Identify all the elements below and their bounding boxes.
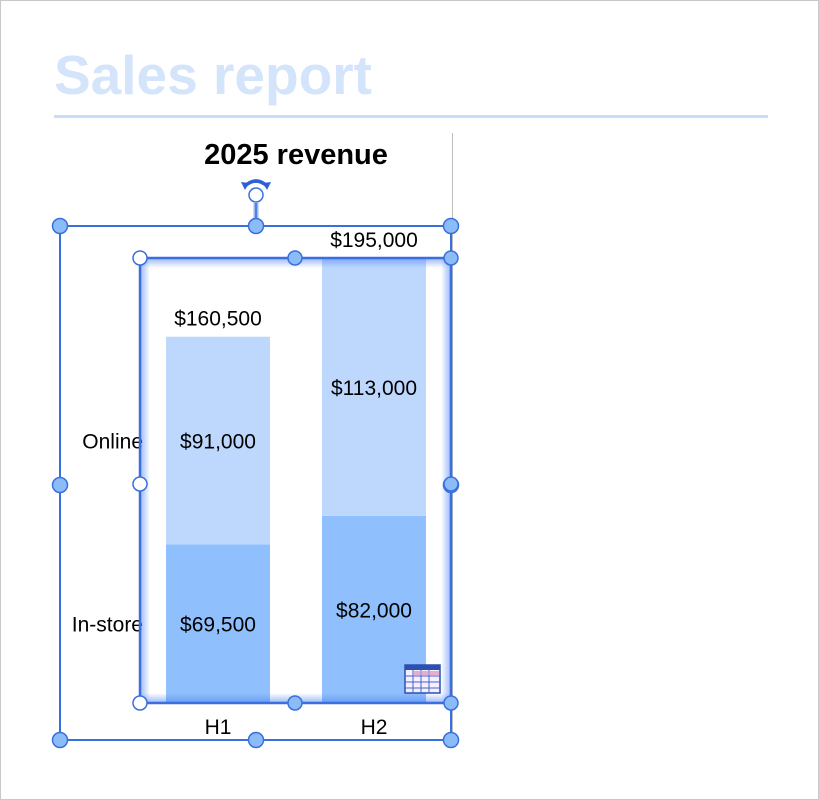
bar-in-store-h1[interactable] [166,544,270,703]
plot-area-resize-handle[interactable] [443,476,459,492]
plot-area-resize-handle[interactable] [287,250,303,266]
data-label-in-store-h2: $82,000 [336,599,412,622]
plot-area-resize-handle[interactable] [443,695,459,711]
column-guide-line [452,133,453,739]
chart-resize-handle[interactable] [247,731,265,749]
chart-title: 2025 revenue [204,139,388,171]
total-label-h2: $195,000 [330,229,418,252]
total-label-h1: $160,500 [174,308,262,331]
plot-area-resize-handle[interactable] [443,250,459,266]
plot-area-resize-handle[interactable] [132,250,148,266]
plot-area-resize-handle[interactable] [287,695,303,711]
bar-label-layer: $69,500 $91,000 $160,500 H1 $82,000 $113,000 $… [72,229,418,739]
x-tick-label-h2: H2 [361,716,388,739]
data-table-icon[interactable] [404,664,441,694]
chart-resize-handle[interactable] [51,731,69,749]
legend-label-in-store: In-store [72,614,143,637]
title-underline [54,115,768,118]
data-label-in-store-h1: $69,500 [180,614,256,637]
data-label-online-h2: $113,000 [331,377,417,400]
bar-online-h2[interactable] [322,258,426,516]
data-label-online-h1: $91,000 [180,431,256,454]
bar-online-h1[interactable] [166,336,270,545]
plot-area-resize-handle[interactable] [132,695,148,711]
page-title[interactable]: Sales report [54,44,372,106]
chart-resize-handle[interactable] [442,731,460,749]
chart-resize-handle[interactable] [51,476,69,494]
legend-label-online: Online [82,431,143,454]
chart-resize-handle[interactable] [442,217,460,235]
rotate-handle[interactable] [248,187,264,203]
rotate-arrow-icon[interactable] [241,179,271,190]
x-tick-label-h1: H1 [205,716,232,739]
bar-layer [166,258,426,703]
plot-area-resize-handle[interactable] [132,476,148,492]
chart-resize-handle[interactable] [51,217,69,235]
chart-resize-handle[interactable] [247,217,265,235]
